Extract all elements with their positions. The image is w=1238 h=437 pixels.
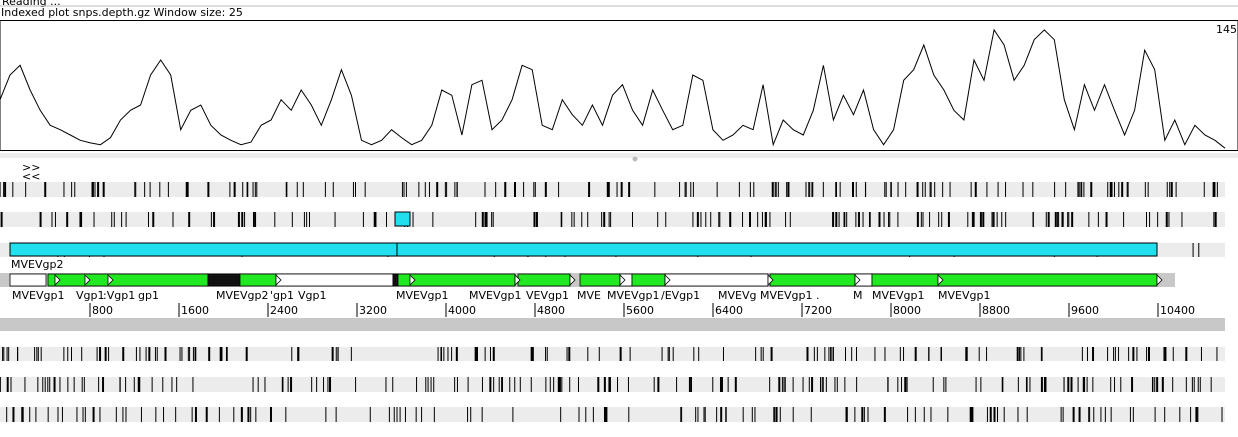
feature-cds[interactable] [9,242,1158,257]
gene-feature[interactable] [392,273,399,287]
frame-row [0,407,1225,422]
gene-feature[interactable] [239,273,277,287]
strand-arrow [569,274,576,286]
splitter-handle[interactable] [632,156,638,162]
ruler-label: 10400 [1160,304,1195,317]
strand-arrow [409,274,416,286]
ruler-band [0,318,1225,331]
gene-label: Vgp1 [76,289,105,302]
gene-feature[interactable] [937,273,1158,287]
gene-feature[interactable] [871,273,939,287]
strand-arrow [54,274,61,286]
forward-button[interactable]: >> [22,161,40,174]
gene-feature[interactable] [9,273,47,287]
ruler-label: 7200 [804,304,832,317]
strand-arrow [767,274,774,286]
gene-feature[interactable] [517,273,571,287]
gene-feature[interactable] [631,273,666,287]
gene-feature[interactable] [47,273,209,287]
gene-feature[interactable] [207,273,241,287]
gene-feature[interactable] [664,273,769,287]
strand-arrow [619,274,626,286]
gene-label: MVEVgp1 [872,289,924,302]
strand-arrow [854,274,861,286]
ruler-label: 6400 [715,304,743,317]
gene-label: MVEVgp1 [469,289,521,302]
ruler-label: 4000 [448,304,476,317]
gene-label: MVEVgp1 [607,289,659,302]
gene-label: MVE [577,289,601,302]
splitter[interactable] [0,153,1238,158]
status-text: Reading ... [2,0,61,8]
gene-label: VEVgp1 [526,289,569,302]
gene-label: gp1 [138,289,159,302]
selected-feature[interactable] [394,211,411,227]
frame-row [0,212,1225,227]
gene-label: M [853,289,863,302]
plot-frame [0,20,1238,151]
gene-label: MVEVgp1 [12,289,64,302]
frame-row [0,377,1225,392]
gene-feature[interactable] [275,273,394,287]
ruler-label: 8000 [893,304,921,317]
gene-feature[interactable] [769,273,856,287]
gene-label: MVEVg [718,289,756,302]
gene-label: MVEVgp1 [396,289,448,302]
ruler-label: 800 [92,304,113,317]
plot-max-label: 145 [1216,23,1237,36]
ruler-label: 9600 [1071,304,1099,317]
ruler-label: 1600 [181,304,209,317]
gene-label: MVEVgp1 [938,289,990,302]
ruler-label: 8800 [982,304,1010,317]
strand-arrow [275,274,282,286]
gene-label: /EVgp1 [661,289,700,302]
gene-label: MVEVgp2 [216,289,268,302]
gene-label: Vgp1 [298,289,327,302]
ruler-label: 2400 [270,304,298,317]
strand-arrow [937,274,944,286]
strand-arrow [514,274,521,286]
ruler-label: 4800 [537,304,565,317]
strand-arrow [664,274,671,286]
plot-title: Indexed plot snps.depth.gz Window size: … [1,6,243,19]
feature-label: MVEVgp2 [11,258,63,271]
gene-label: 'gp1 [270,289,294,302]
depth-line [0,28,1226,149]
strand-arrow [84,274,91,286]
gene-feature[interactable] [579,273,621,287]
strand-arrow [107,274,114,286]
strand-arrow [1156,274,1163,286]
gene-label: MVEVgp1 . [760,289,819,302]
frame-row [0,347,1225,361]
reverse-button[interactable]: << [22,170,40,183]
ruler-label: 3200 [359,304,387,317]
gene-label: :Vgp1 [103,289,135,302]
frame-row [0,182,1225,197]
ruler-label: 5600 [626,304,654,317]
